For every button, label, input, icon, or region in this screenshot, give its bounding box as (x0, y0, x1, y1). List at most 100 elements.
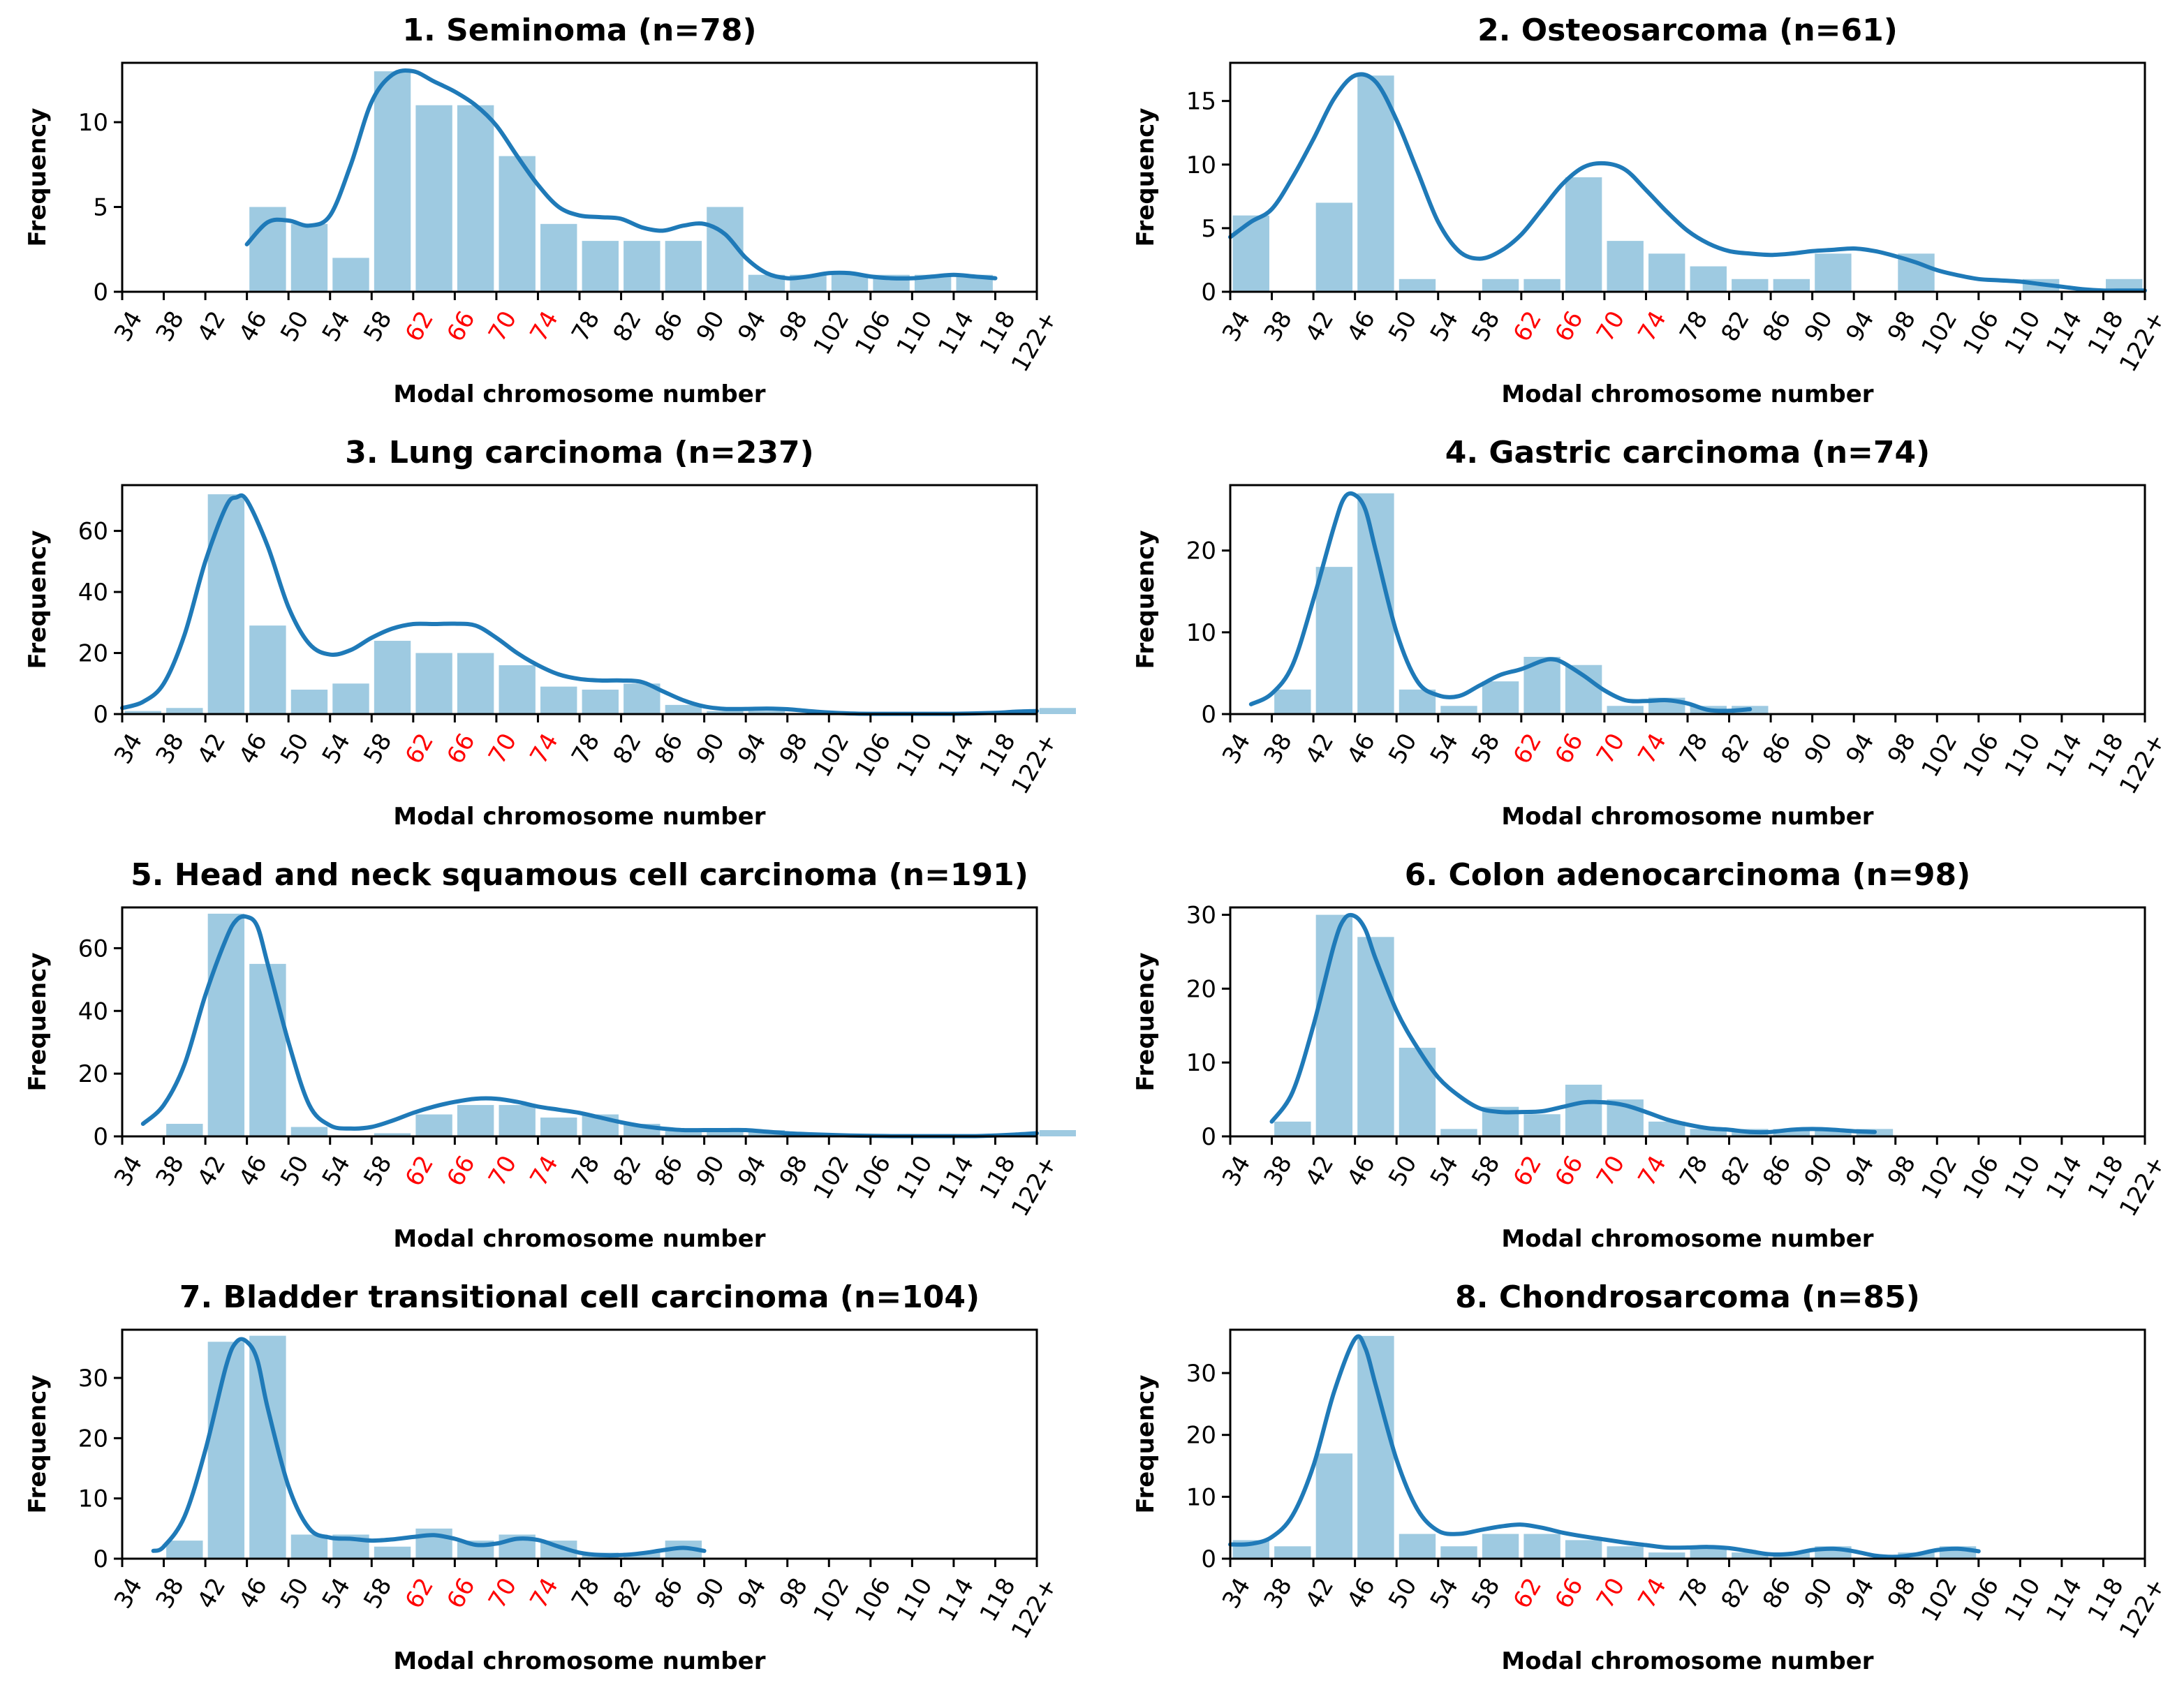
y-axis-label: Frequency (1132, 952, 1160, 1091)
xtick-label: 114 (2041, 729, 2088, 782)
bar (290, 223, 328, 292)
xtick-label-highlight: 62 (1508, 306, 1547, 346)
chart-title: 2. Osteosarcoma (n=61) (1477, 13, 1898, 48)
bar (166, 1124, 203, 1136)
bar (1440, 706, 1477, 714)
xtick-label-highlight: 66 (1549, 1151, 1588, 1191)
y-axis-label: Frequency (1132, 530, 1160, 669)
bar (582, 690, 619, 714)
ytick-label: 10 (1186, 619, 1216, 647)
bar (1773, 279, 1810, 292)
xtick-label: 42 (192, 1573, 231, 1613)
xtick-label: 78 (1674, 306, 1713, 346)
xtick-label: 46 (1342, 1573, 1381, 1613)
bar (207, 494, 245, 714)
xtick-label-highlight: 62 (1508, 729, 1547, 769)
xtick-label: 54 (1425, 1573, 1464, 1613)
y-axis-label: Frequency (1132, 1374, 1160, 1513)
xtick-label: 98 (1882, 1573, 1921, 1613)
xtick-label-highlight: 66 (441, 729, 480, 769)
bar (1607, 1546, 1644, 1559)
xtick-label: 42 (192, 729, 231, 769)
xtick-label: 54 (317, 729, 356, 769)
xtick-label: 94 (1840, 1151, 1880, 1191)
kde-curve (244, 68, 998, 281)
xtick-label-highlight: 70 (1591, 729, 1630, 769)
xtick-label: 58 (358, 1151, 397, 1191)
xtick-label: 34 (109, 729, 148, 769)
xtick-label: 86 (1757, 1151, 1796, 1191)
xtick-label-highlight: 62 (400, 306, 439, 346)
ytick-label: 0 (1201, 279, 1216, 306)
ytick-label: 20 (78, 640, 108, 668)
ytick-label: 20 (78, 1060, 108, 1088)
bar (1232, 215, 1269, 292)
xtick-label: 94 (732, 306, 772, 346)
ytick-label: 40 (78, 579, 108, 607)
xtick-label: 106 (850, 1573, 897, 1626)
chart-title: 4. Gastric carcinoma (n=74) (1445, 435, 1931, 470)
bar (1357, 1335, 1394, 1559)
xtick-label: 106 (1958, 1573, 2005, 1626)
ytick-label: 0 (93, 701, 108, 729)
bar (332, 258, 369, 292)
xtick-label: 114 (2041, 1151, 2088, 1204)
xtick-label: 110 (892, 306, 938, 359)
bar (166, 1541, 203, 1559)
xtick-label: 94 (732, 1151, 772, 1191)
x-axis-label: Modal chromosome number (393, 380, 765, 408)
xtick-label: 42 (1300, 729, 1339, 769)
xtick-label-highlight: 70 (483, 1573, 522, 1613)
y-axis-label: Frequency (24, 530, 52, 669)
xtick-label-highlight: 74 (1632, 306, 1672, 346)
xtick-label: 98 (774, 1151, 813, 1191)
xtick-label: 110 (892, 1151, 938, 1204)
xtick-label: 110 (892, 729, 938, 782)
bar (1648, 1552, 1685, 1559)
bar (207, 913, 245, 1136)
xtick-label: 86 (1757, 306, 1796, 346)
xtick-label: 102 (808, 1151, 855, 1204)
xtick-label: 86 (649, 1573, 688, 1613)
bar (624, 241, 661, 292)
xtick-label: 114 (2041, 1573, 2088, 1626)
xtick-label-highlight: 74 (1632, 729, 1672, 769)
chart-panel-5: 5. Head and neck squamous cell carcinoma… (24, 857, 1076, 1253)
xtick-label: 46 (234, 729, 273, 769)
xtick-label: 50 (275, 1151, 314, 1191)
xtick-label: 46 (1342, 1151, 1381, 1191)
bar (499, 156, 536, 292)
y-axis-label: Frequency (24, 1374, 52, 1513)
bar (1815, 1129, 1852, 1136)
xtick-label: 102 (1916, 306, 1963, 359)
xtick-label-highlight: 62 (1508, 1573, 1547, 1613)
bar (540, 1118, 577, 1136)
bar (831, 274, 869, 292)
xtick-label-highlight: 62 (400, 1151, 439, 1191)
kde-curve (1228, 1334, 1981, 1559)
bar (582, 241, 619, 292)
xtick-label: 34 (1217, 306, 1256, 346)
bar (1357, 937, 1394, 1136)
xtick-label: 34 (1217, 1573, 1256, 1613)
xtick-label: 38 (151, 306, 190, 346)
xtick-label: 34 (109, 1573, 148, 1613)
xtick-label-highlight: 74 (524, 729, 563, 769)
x-axis-label: Modal chromosome number (1501, 380, 1873, 408)
ytick-label: 40 (78, 997, 108, 1025)
xtick-label: 78 (566, 1573, 605, 1613)
xtick-label: 50 (275, 729, 314, 769)
bar (1607, 241, 1644, 292)
xtick-label: 102 (1916, 1151, 1963, 1204)
xtick-label: 110 (2000, 1151, 2046, 1204)
xtick-label: 58 (358, 1573, 397, 1613)
x-axis-label: Modal chromosome number (393, 1225, 765, 1253)
xtick-label: 38 (151, 729, 190, 769)
bar (1523, 1534, 1560, 1559)
xtick-label: 46 (234, 1573, 273, 1613)
xtick-label: 58 (1466, 1573, 1505, 1613)
bar (1565, 1540, 1602, 1559)
ytick-label: 20 (78, 1425, 108, 1453)
bar (1690, 1546, 1727, 1559)
xtick-label: 98 (1882, 1151, 1921, 1191)
